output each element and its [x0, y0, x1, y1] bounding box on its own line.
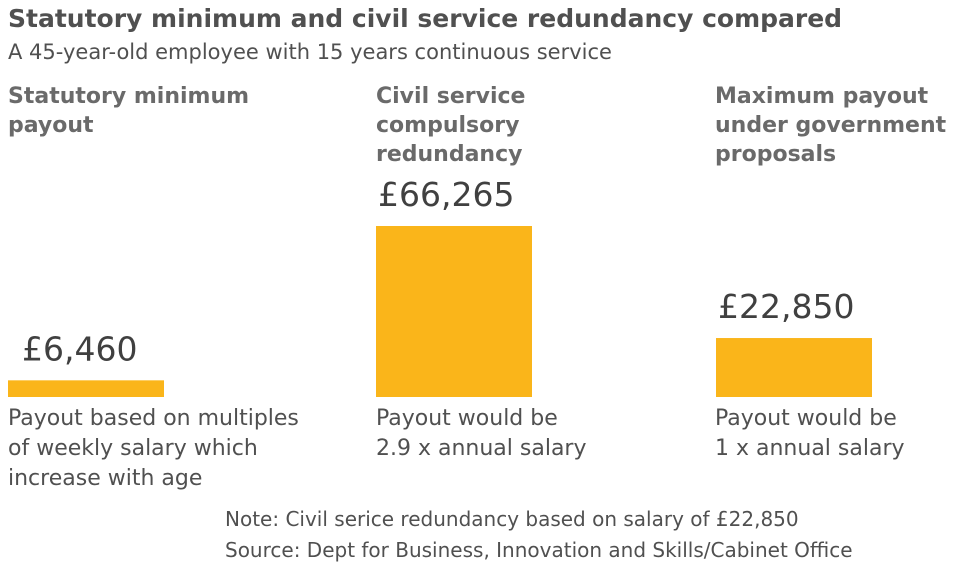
description-statutory: Payout based on multiples of weekly sala…: [8, 406, 299, 491]
chart-source: Source: Dept for Business, Innovation an…: [225, 538, 853, 562]
chart-note: Note: Civil serice redundancy based on s…: [225, 507, 799, 531]
chart-subtitle: A 45-year-old employee with 15 years con…: [8, 40, 612, 64]
category-label-government-proposals: Maximum payout under government proposal…: [715, 84, 947, 167]
chart-title: Statutory minimum and civil service redu…: [8, 4, 843, 33]
bar-civil-service: [376, 226, 532, 397]
bar-government-proposals: [716, 338, 872, 397]
data-label-civil-service: £66,265: [378, 175, 514, 214]
bar-statutory: [8, 380, 164, 397]
description-government-proposals: Payout would be 1 x annual salary: [715, 406, 905, 461]
category-label-statutory: Statutory minimum payout: [8, 84, 250, 138]
data-label-government-proposals: £22,850: [718, 287, 854, 326]
data-label-statutory: £6,460: [22, 329, 137, 368]
description-civil-service: Payout would be 2.9 x annual salary: [376, 406, 587, 461]
category-label-civil-service: Civil service compulsory redundancy: [376, 84, 526, 167]
